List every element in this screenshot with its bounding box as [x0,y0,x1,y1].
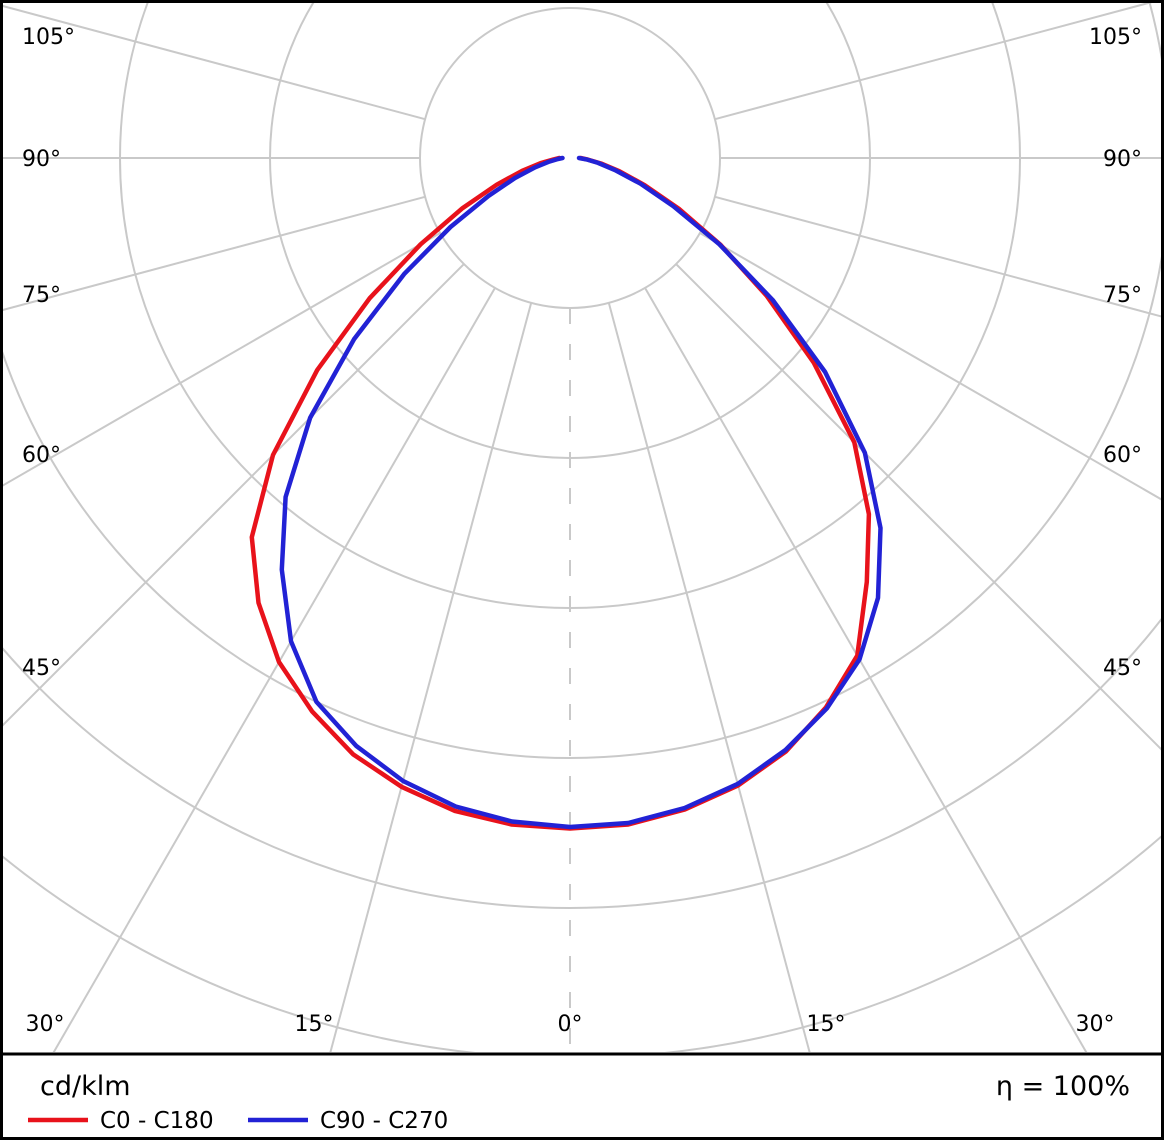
angle-label: 90° [22,147,61,172]
grid-ray-75deg [714,195,1161,318]
grid-ray-30deg [52,287,496,1052]
angle-label: 45° [1103,656,1142,681]
angle-label: 75° [22,283,61,308]
grid-ray-15deg [329,302,533,1052]
grid-ray-30deg [644,287,1088,1052]
efficiency-label: η = 100% [996,1071,1130,1102]
angle-label: 30° [26,1012,65,1037]
grid-ray-105deg [3,5,426,121]
angle-label: 60° [1103,443,1142,468]
unit-label: cd/klm [40,1071,131,1102]
angle-label: 0° [558,1012,583,1037]
angle-label: 90° [1103,147,1142,172]
grid-ray-60deg [3,232,441,487]
angle-label: 45° [22,656,61,681]
grid-ray-45deg [675,263,1161,751]
grid-ray-105deg [714,3,1153,121]
angle-label: 105° [1089,25,1142,50]
legend: C0 - C180 C90 - C270 [28,1108,448,1134]
angle-label: 30° [1076,1012,1115,1037]
angle-labels: 0° 15° 15° 30° 30° 45° 45° 60° 60° 75° 75° 90° 90° 10… [22,25,1142,1037]
curve-c90-c270 [279,155,883,830]
angle-label: 60° [22,443,61,468]
grid-ray-15deg [607,302,811,1052]
angle-label: 105° [22,25,75,50]
grid-ray-60deg [699,232,1161,501]
angle-label: 75° [1103,283,1142,308]
legend-label-c0-c180: C0 - C180 [100,1108,214,1134]
angle-label: 15° [807,1012,846,1037]
angle-label: 15° [295,1012,334,1037]
grid-ring [3,618,1161,909]
intensity-curves [249,155,883,831]
grid-ray-75deg [3,195,426,311]
legend-label-c90-c270: C90 - C270 [320,1108,448,1134]
grid-ring [3,3,1161,759]
grid-ray-45deg [3,263,465,727]
